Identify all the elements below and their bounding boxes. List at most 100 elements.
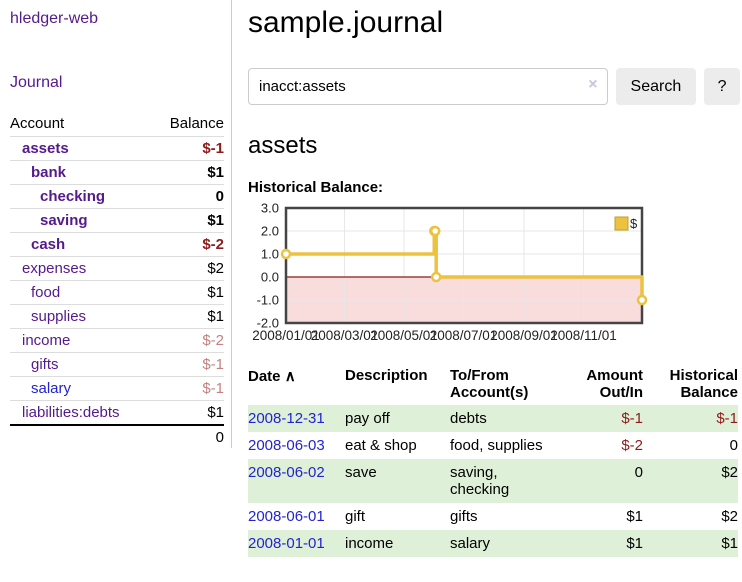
accounts-tbody: assets $-1 bank $1 checking 0 saving $1 cash $-2 e… xyxy=(10,136,224,426)
column-header-accounts: To/From Account(s) xyxy=(450,367,529,401)
account-row: cash $-2 xyxy=(10,232,224,257)
search-button[interactable]: Search xyxy=(615,68,697,105)
transactions-table: Date ∧ Description To/From Account(s) Am… xyxy=(248,363,738,557)
transaction-balance: $-1 xyxy=(716,410,738,427)
transaction-amount: 0 xyxy=(634,464,643,481)
svg-text:2008/11/01: 2008/11/01 xyxy=(550,328,617,343)
transaction-balance: $2 xyxy=(721,508,738,525)
section-title: assets xyxy=(248,132,318,159)
account-balance: $-1 xyxy=(202,356,224,373)
svg-text:3.0: 3.0 xyxy=(261,201,279,216)
transaction-date-link[interactable]: 2008-06-03 xyxy=(248,437,325,454)
account-link[interactable]: saving xyxy=(40,212,88,229)
account-row: food $1 xyxy=(10,280,224,305)
transaction-accounts: saving, checking xyxy=(450,464,510,498)
account-row: checking 0 xyxy=(10,184,224,209)
transaction-accounts: gifts xyxy=(450,508,478,525)
svg-text:-1.0: -1.0 xyxy=(257,293,279,308)
transaction-amount: $1 xyxy=(626,508,643,525)
transaction-row: 2008-06-02 save saving, checking 0 $2 xyxy=(248,459,738,503)
account-link[interactable]: bank xyxy=(31,164,67,181)
account-balance: $-2 xyxy=(202,236,224,253)
account-balance: $1 xyxy=(207,284,224,301)
svg-text:1.0: 1.0 xyxy=(261,247,279,262)
account-row: assets $-1 xyxy=(10,136,224,161)
account-link[interactable]: income xyxy=(22,332,71,349)
account-balance: 0 xyxy=(215,188,224,205)
transaction-row: 2008-06-03 eat & shop food, supplies $-2 0 xyxy=(248,432,738,459)
account-row: gifts $-1 xyxy=(10,352,224,377)
column-header-amount: Amount Out/In xyxy=(586,367,643,401)
transaction-description: pay off xyxy=(345,410,390,427)
transaction-date-link[interactable]: 2008-01-01 xyxy=(248,535,325,552)
account-row: saving $1 xyxy=(10,208,224,233)
transaction-amount: $1 xyxy=(626,535,643,552)
account-row: expenses $2 xyxy=(10,256,224,281)
accounts-total: 0 xyxy=(215,429,224,446)
account-balance: $-2 xyxy=(202,332,224,349)
transaction-accounts: food, supplies xyxy=(450,437,543,454)
transaction-description: save xyxy=(345,464,377,481)
svg-text:2008/03/01: 2008/03/01 xyxy=(311,328,379,343)
transaction-amount: $-2 xyxy=(621,437,643,454)
account-link[interactable]: food xyxy=(31,284,61,301)
account-link[interactable]: expenses xyxy=(22,260,87,277)
column-header-description: Description xyxy=(345,367,428,384)
column-header-date[interactable]: Date ∧ xyxy=(248,368,296,385)
sort-asc-icon: ∧ xyxy=(284,368,296,385)
accounts-header-row: Account Balance xyxy=(10,112,224,137)
transactions-header-row: Date ∧ Description To/From Account(s) Am… xyxy=(248,363,738,405)
brand-link[interactable]: hledger-web xyxy=(10,10,99,27)
transaction-row: 2008-06-01 gift gifts $1 $2 xyxy=(248,503,738,530)
transaction-row: 2008-12-31 pay off debts $-1 $-1 xyxy=(248,405,738,432)
account-link[interactable]: assets xyxy=(22,140,69,157)
transaction-balance: $1 xyxy=(721,535,738,552)
account-row: income $-2 xyxy=(10,328,224,353)
svg-text:$: $ xyxy=(630,216,638,231)
transaction-balance: 0 xyxy=(729,437,738,454)
accounts-total-row: 0 xyxy=(10,425,224,449)
historical-balance-chart: $3.0 2.0 1.0 0.0 -1.0 -2.02008/01/012008/03/0… xyxy=(252,201,648,343)
account-link[interactable]: gifts xyxy=(31,356,59,373)
svg-text:2008/01/01: 2008/01/01 xyxy=(252,328,320,343)
transaction-date-link[interactable]: 2008-06-01 xyxy=(248,508,325,525)
search-input[interactable] xyxy=(248,68,608,105)
transaction-description: eat & shop xyxy=(345,437,417,454)
svg-text:2008/07/01: 2008/07/01 xyxy=(430,328,498,343)
account-link[interactable]: supplies xyxy=(31,308,87,325)
account-link[interactable]: salary xyxy=(31,380,72,397)
account-balance: $-1 xyxy=(202,380,224,397)
help-button[interactable]: ? xyxy=(704,68,740,105)
search-form: × Search ? xyxy=(248,68,740,105)
transaction-accounts: debts xyxy=(450,410,487,427)
main-content: sample.journal × Search ? assets Histori… xyxy=(248,0,740,557)
transaction-description: income xyxy=(345,535,394,552)
account-balance: $1 xyxy=(207,212,224,229)
svg-text:2008/05/01: 2008/05/01 xyxy=(370,328,438,343)
account-row: salary $-1 xyxy=(10,376,224,401)
accounts-table: Account Balance assets $-1 bank $1 checking 0… xyxy=(10,112,224,449)
column-header-balance: Historical Balance xyxy=(669,367,738,401)
account-row: liabilities:debts $1 xyxy=(10,400,224,426)
sidebar-item-journal[interactable]: Journal xyxy=(10,74,63,91)
account-balance: $1 xyxy=(207,308,224,325)
transaction-balance: $2 xyxy=(721,464,738,481)
transaction-date-link[interactable]: 2008-06-02 xyxy=(248,464,325,481)
svg-text:2008/09/01: 2008/09/01 xyxy=(490,328,558,343)
chart-title: Historical Balance: xyxy=(248,179,384,196)
clear-search-icon[interactable]: × xyxy=(588,76,598,93)
svg-text:-2.0: -2.0 xyxy=(257,316,279,331)
accounts-header-account: Account xyxy=(10,115,65,132)
account-link[interactable]: liabilities:debts xyxy=(22,404,120,421)
transaction-date-link[interactable]: 2008-12-31 xyxy=(248,410,325,427)
account-link[interactable]: cash xyxy=(31,236,66,253)
accounts-header-balance: Balance xyxy=(169,115,224,132)
transaction-row: 2008-01-01 income salary $1 $1 xyxy=(248,530,738,557)
transaction-amount: $-1 xyxy=(621,410,643,427)
sidebar: hledger-web Journal Account Balance asse… xyxy=(0,0,232,448)
txns-tbody: 2008-12-31 pay off debts $-1 $-1 2008-06-03 ea… xyxy=(248,405,738,557)
account-link[interactable]: checking xyxy=(40,188,106,205)
svg-text:2.0: 2.0 xyxy=(261,224,279,239)
account-row: bank $1 xyxy=(10,160,224,185)
account-balance: $1 xyxy=(207,404,224,421)
